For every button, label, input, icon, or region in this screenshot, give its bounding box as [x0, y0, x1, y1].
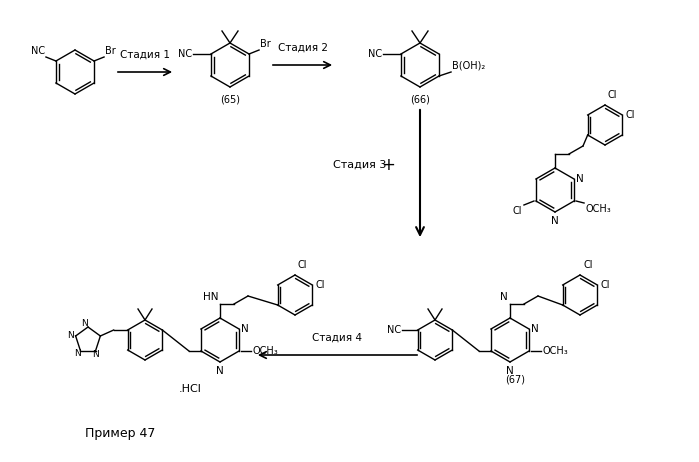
Text: Стадия 1: Стадия 1 [120, 50, 170, 60]
Text: OCH₃: OCH₃ [542, 346, 568, 356]
Text: NC: NC [387, 325, 401, 335]
Text: N: N [506, 366, 514, 376]
Text: N: N [576, 174, 584, 184]
Text: Br: Br [260, 39, 271, 49]
Text: N: N [74, 349, 80, 358]
Text: Стадия 2: Стадия 2 [278, 43, 328, 53]
Text: Cl: Cl [298, 260, 308, 270]
Text: (66): (66) [410, 94, 430, 104]
Text: (65): (65) [220, 94, 240, 104]
Text: .HCl: .HCl [178, 384, 201, 394]
Text: Cl: Cl [315, 280, 325, 290]
Text: HN: HN [203, 292, 218, 302]
Text: NC: NC [368, 49, 382, 59]
Text: N: N [531, 324, 539, 334]
Text: N: N [92, 350, 99, 359]
Text: Стадия 4: Стадия 4 [312, 333, 363, 343]
Text: Cl: Cl [608, 90, 617, 100]
Text: Пример 47: Пример 47 [85, 427, 155, 440]
Text: NC: NC [31, 46, 45, 56]
Text: N: N [500, 292, 508, 302]
Text: +: + [381, 156, 395, 174]
Text: N: N [241, 324, 249, 334]
Text: OCH₃: OCH₃ [252, 346, 278, 356]
Text: Стадия 3: Стадия 3 [333, 160, 387, 170]
Text: (67): (67) [505, 375, 525, 385]
Text: NC: NC [178, 49, 192, 59]
Text: Cl: Cl [512, 206, 522, 216]
Text: Br: Br [105, 46, 116, 56]
Text: N: N [67, 331, 74, 340]
Text: OCH₃: OCH₃ [585, 204, 611, 214]
Text: N: N [551, 216, 559, 226]
Text: B(OH)₂: B(OH)₂ [452, 61, 485, 71]
Text: Cl: Cl [600, 280, 610, 290]
Text: Cl: Cl [626, 110, 635, 120]
Text: Cl: Cl [583, 260, 593, 270]
Text: N: N [216, 366, 224, 376]
Text: N: N [82, 320, 88, 328]
